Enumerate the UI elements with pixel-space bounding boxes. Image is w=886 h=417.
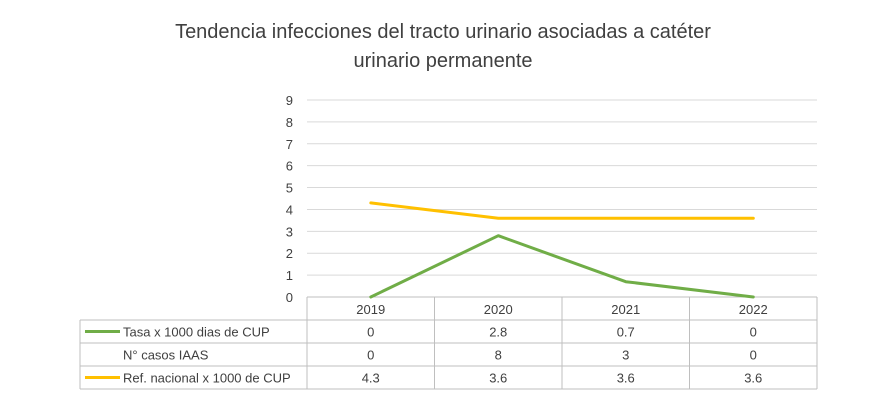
series-name: N° casos IAAS bbox=[123, 348, 209, 363]
x-tick-label: 2021 bbox=[611, 302, 640, 317]
y-tick-label: 6 bbox=[286, 159, 293, 174]
y-tick-label: 3 bbox=[286, 224, 293, 239]
data-label: 3.6 bbox=[617, 371, 635, 386]
data-label: 0 bbox=[750, 348, 757, 363]
y-tick-label: 8 bbox=[286, 115, 293, 130]
gridlines bbox=[307, 99, 817, 276]
y-tick-label: 5 bbox=[286, 181, 293, 196]
data-label: 8 bbox=[495, 348, 502, 363]
y-tick-label: 0 bbox=[286, 290, 293, 305]
data-label: 0 bbox=[367, 325, 374, 340]
data-label: 0 bbox=[367, 348, 374, 363]
y-axis-tick-labels: 0 1 2 3 4 5 6 7 8 9 bbox=[286, 93, 293, 305]
data-label: 0 bbox=[750, 325, 757, 340]
data-label: 0.7 bbox=[617, 325, 635, 340]
x-tick-label: 2019 bbox=[356, 302, 385, 317]
data-label: 2.8 bbox=[489, 325, 507, 340]
y-tick-label: 9 bbox=[286, 93, 293, 108]
series-name: Ref. nacional x 1000 de CUP bbox=[123, 371, 291, 386]
series-line bbox=[369, 201, 755, 220]
series-lines bbox=[369, 201, 755, 299]
chart-title: Tendencia infecciones del tracto urinari… bbox=[175, 21, 711, 72]
data-label: 4.3 bbox=[362, 371, 380, 386]
data-label: 3 bbox=[622, 348, 629, 363]
series-name: Tasa x 1000 dias de CUP bbox=[123, 325, 270, 340]
y-tick-label: 4 bbox=[286, 202, 293, 217]
series-line bbox=[369, 234, 755, 299]
y-tick-label: 1 bbox=[286, 268, 293, 283]
x-tick-label: 2022 bbox=[739, 302, 768, 317]
data-label: 3.6 bbox=[489, 371, 507, 386]
y-tick-label: 2 bbox=[286, 246, 293, 261]
y-tick-label: 7 bbox=[286, 137, 293, 152]
data-table: 2019 2020 2021 2022 Tasa x 1000 dias de CUP 0… bbox=[79, 296, 818, 390]
x-tick-label: 2020 bbox=[484, 302, 513, 317]
data-label: 3.6 bbox=[744, 371, 762, 386]
